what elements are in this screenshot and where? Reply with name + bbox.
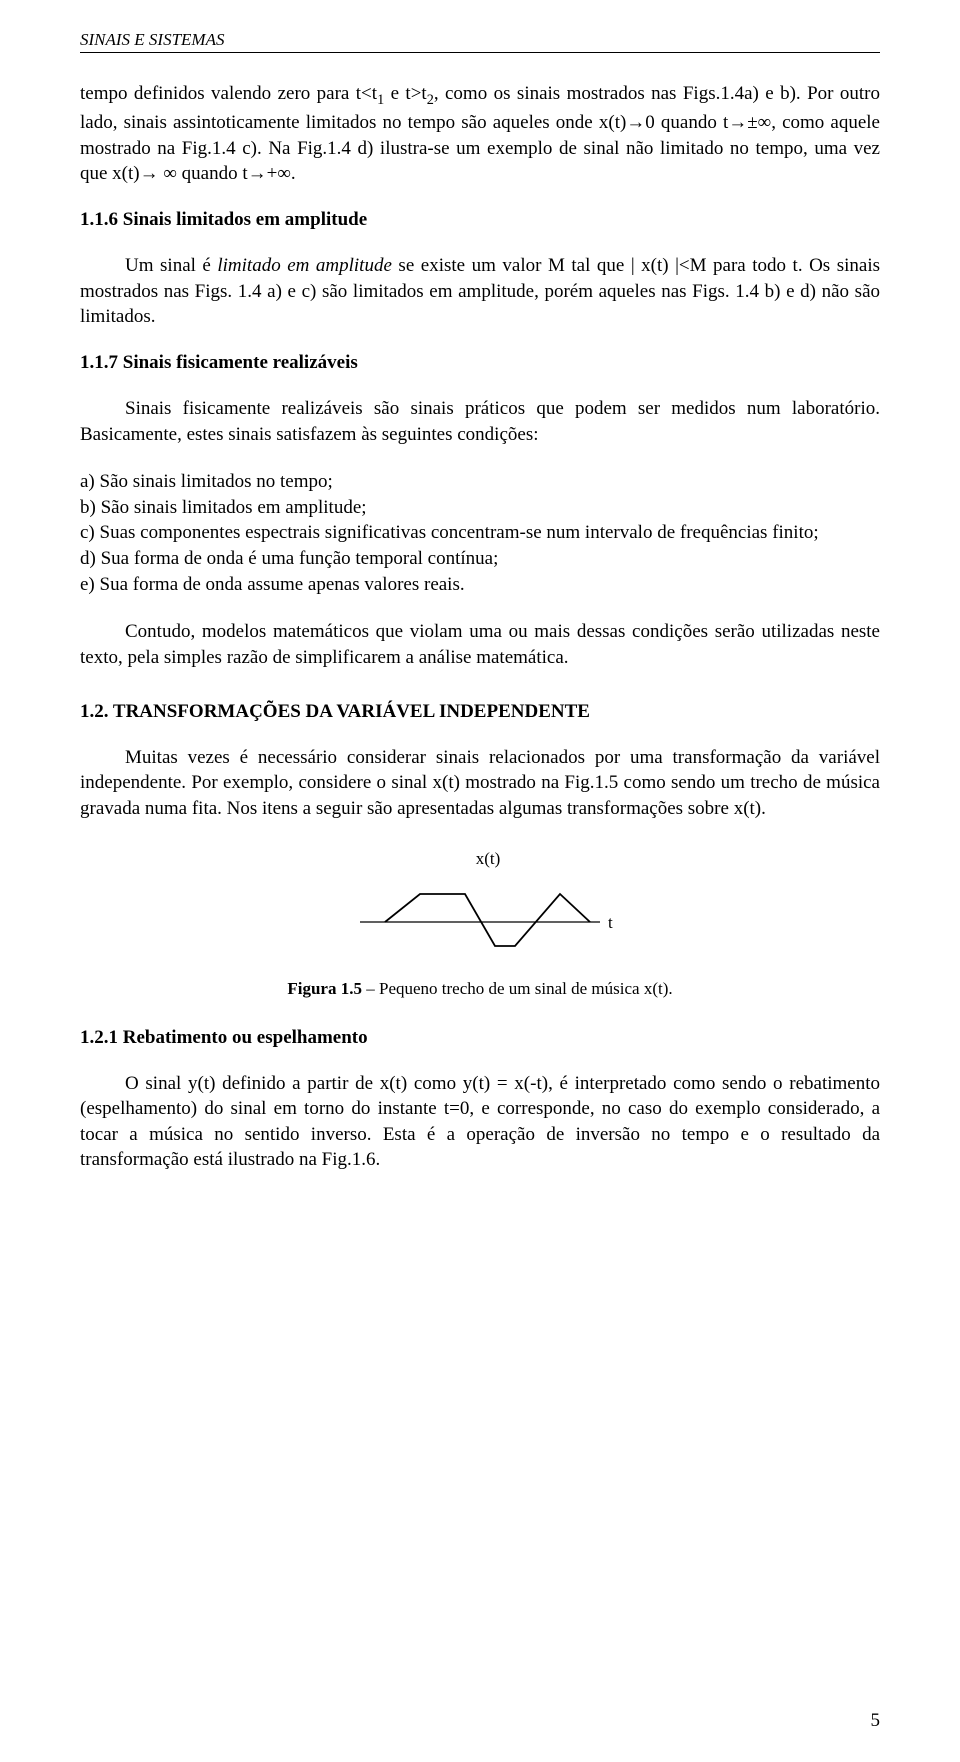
paragraph-117-after: Contudo, modelos matemáticos que violam … (80, 619, 880, 670)
text-run: e t>t (384, 83, 427, 104)
page-header: SINAIS E SISTEMAS (80, 30, 880, 53)
section-heading-116: 1.1.6 Sinais limitados em amplitude (80, 209, 880, 231)
list-item: e) Sua forma de onda assume apenas valor… (80, 572, 880, 598)
figure-caption: Figura 1.5 – Pequeno trecho de um sinal … (80, 979, 880, 999)
figure-1-5: x(t) t (80, 844, 880, 969)
list-item: a) São sinais limitados no tempo; (80, 469, 880, 495)
paragraph-117-intro: Sinais fisicamente realizáveis são sinai… (80, 396, 880, 447)
section-heading-12: 1.2. TRANSFORMAÇÕES DA VARIÁVEL INDEPEND… (80, 701, 880, 723)
signal-diagram: x(t) t (340, 844, 620, 964)
section-heading-121: 1.2.1 Rebatimento ou espelhamento (80, 1027, 880, 1049)
text-run: tempo definidos valendo zero para t<t (80, 83, 377, 104)
list-item: d) Sua forma de onda é uma função tempor… (80, 546, 880, 572)
page: SINAIS E SISTEMAS tempo definidos valend… (0, 0, 960, 1762)
svg-text:x(t): x(t) (476, 849, 501, 868)
text-run: Um sinal é limitado em amplitude se exis… (80, 255, 880, 327)
list-item: c) Suas componentes espectrais significa… (80, 520, 880, 546)
paragraph-continuation: tempo definidos valendo zero para t<t1 e… (80, 81, 880, 187)
caption-text: – Pequeno trecho de um sinal de música x… (362, 979, 673, 998)
svg-text:t: t (608, 913, 613, 932)
conditions-list: a) São sinais limitados no tempo; b) São… (80, 469, 880, 597)
paragraph-121: O sinal y(t) definido a partir de x(t) c… (80, 1071, 880, 1174)
page-number: 5 (871, 1710, 881, 1732)
caption-label: Figura 1.5 (287, 979, 362, 998)
subscript: 2 (427, 92, 434, 108)
paragraph-12: Muitas vezes é necessário considerar sin… (80, 745, 880, 822)
list-item: b) São sinais limitados em amplitude; (80, 495, 880, 521)
paragraph-116: Um sinal é limitado em amplitude se exis… (80, 253, 880, 330)
section-heading-117: 1.1.7 Sinais fisicamente realizáveis (80, 352, 880, 374)
